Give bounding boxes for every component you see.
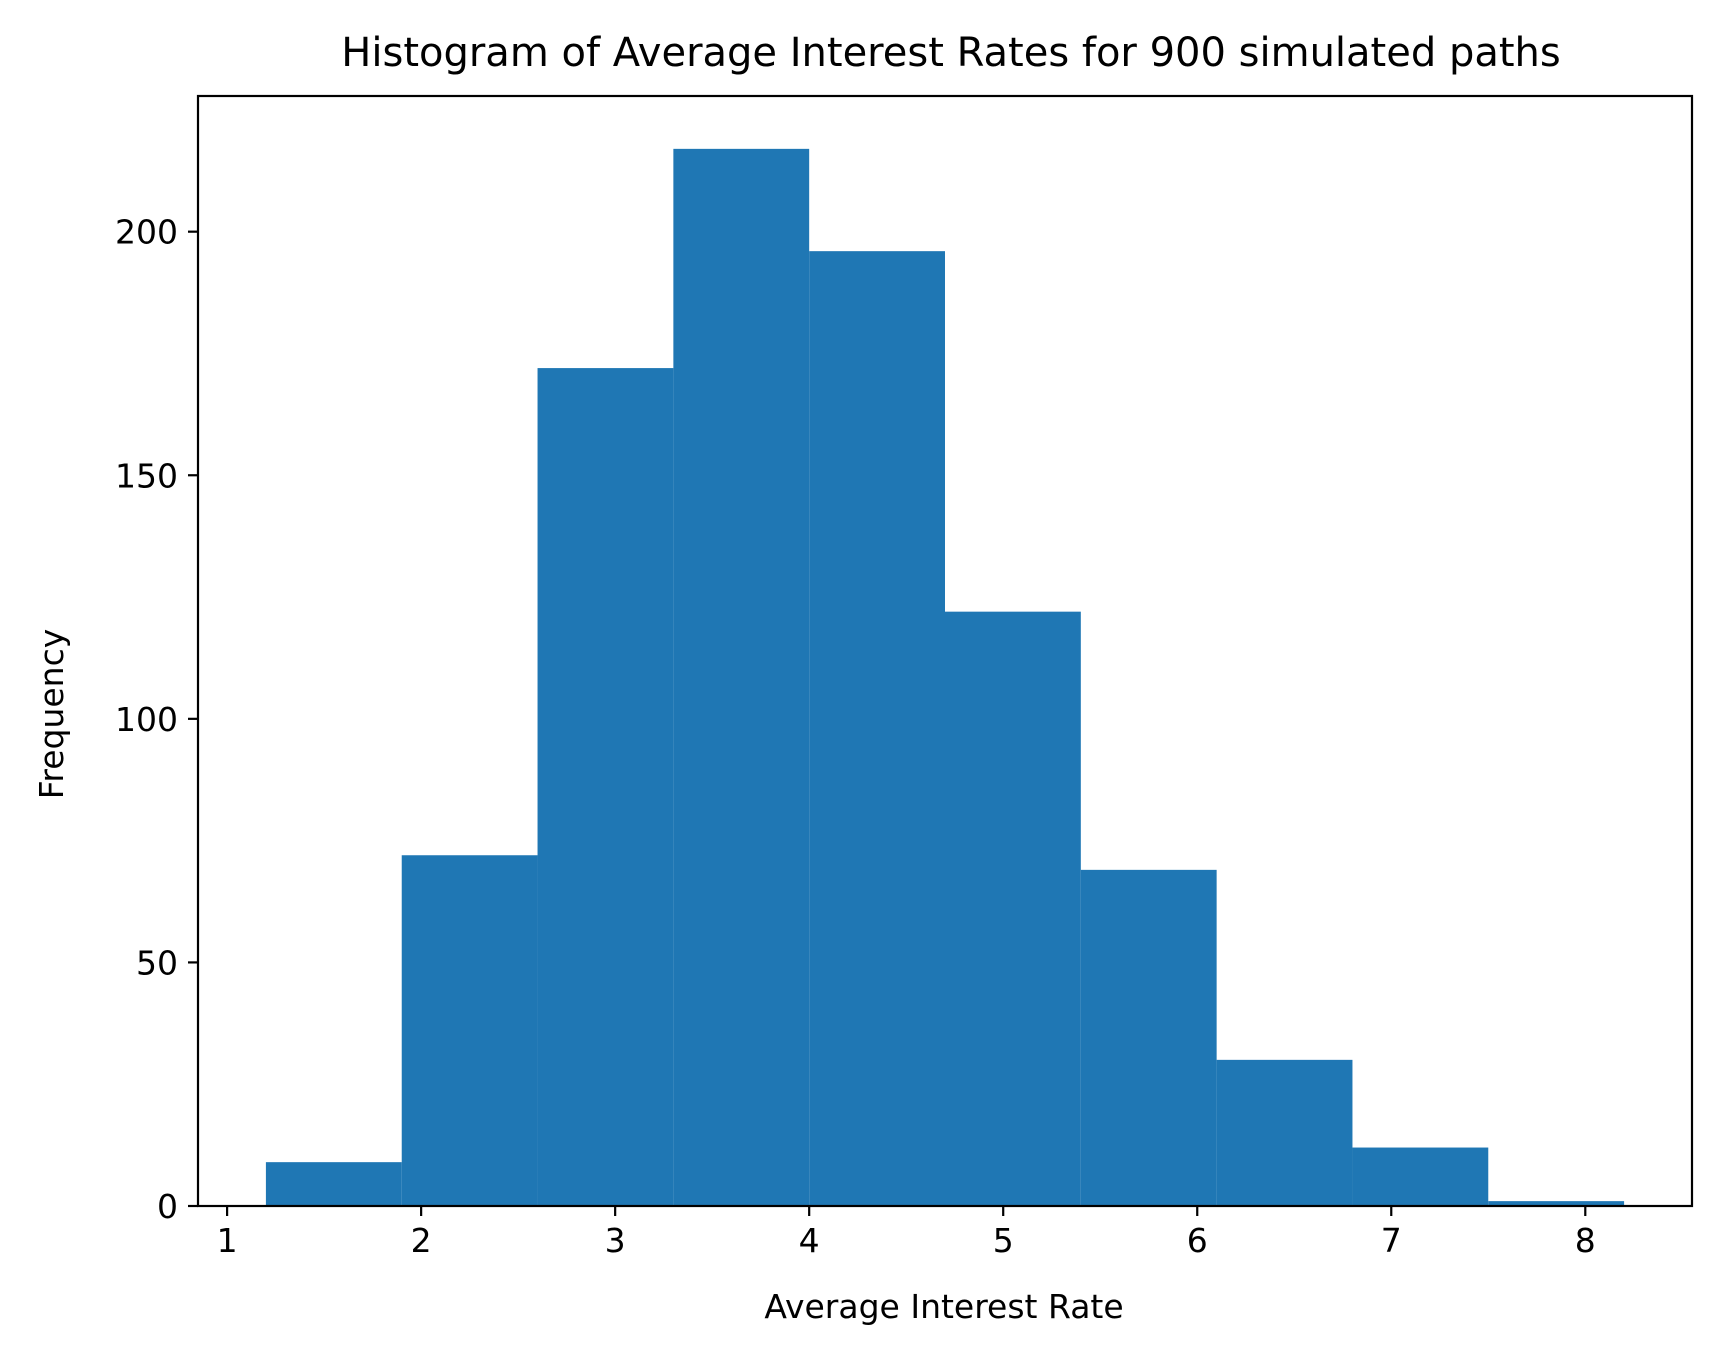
y-tick-label: 50 [136, 943, 178, 982]
x-tick-label: 2 [411, 1221, 432, 1260]
plot-frame [196, 94, 1694, 1208]
x-tick-label: 8 [1575, 1221, 1596, 1260]
histogram-bar [401, 855, 538, 1206]
x-tick-label: 4 [799, 1221, 820, 1260]
x-tick-label: 3 [605, 1221, 626, 1260]
chart-title: Histogram of Average Interest Rates for … [341, 30, 1560, 76]
bars-layer [265, 148, 1625, 1207]
histogram-bar [1216, 1059, 1353, 1206]
axes-layer: 1 2 3 4 5 6 7 8 0 50 100 150 200 [115, 94, 1694, 1260]
histogram-bar [945, 611, 1081, 1206]
y-axis-title: Frequency [32, 629, 71, 799]
histogram-bar [1080, 869, 1217, 1206]
histogram-bar [265, 1162, 402, 1206]
histogram-bar [537, 368, 674, 1206]
x-tick-label: 7 [1381, 1221, 1402, 1260]
histogram-bar [809, 251, 945, 1207]
x-tick-label: 1 [217, 1221, 238, 1260]
x-axis-title: Average Interest Rate [764, 1287, 1123, 1326]
histogram-bar [1352, 1147, 1489, 1206]
histogram-bar [1488, 1201, 1625, 1206]
y-tick-label: 200 [115, 213, 178, 252]
y-tick-label: 0 [157, 1187, 178, 1226]
histogram-bar [673, 148, 810, 1206]
y-tick-label: 100 [115, 700, 178, 739]
x-tick-label: 5 [993, 1221, 1014, 1260]
y-tick-label: 150 [115, 456, 178, 495]
x-tick-label: 6 [1187, 1221, 1208, 1260]
